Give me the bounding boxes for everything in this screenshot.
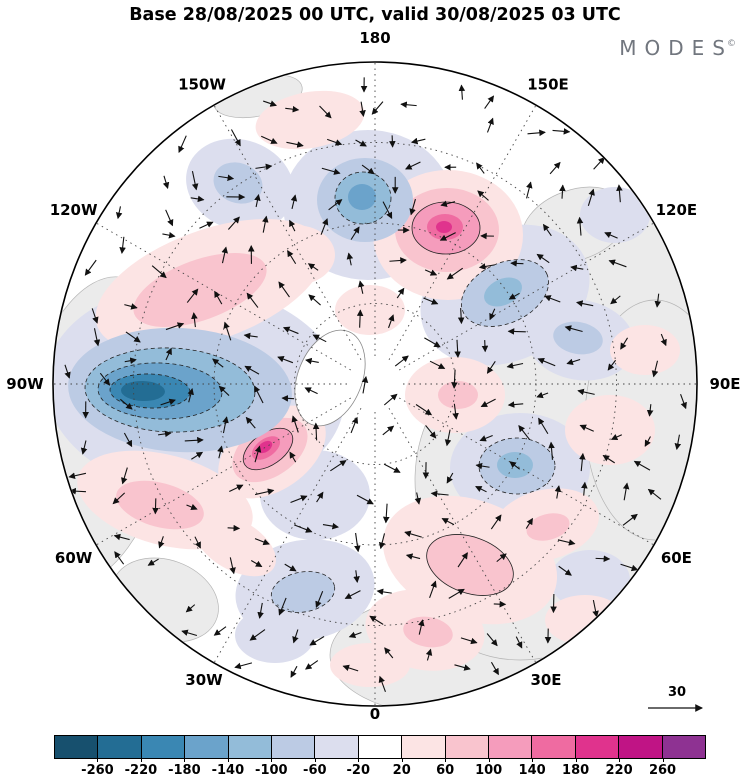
colorbar-tick <box>184 758 186 762</box>
colorbar-segment-0 <box>55 736 99 758</box>
colorbar-segment-1 <box>98 736 142 758</box>
chart-title: Base 28/08/2025 00 UTC, valid 30/08/2025… <box>129 5 621 25</box>
colorbar-tick <box>662 758 664 762</box>
colorbar-tick-label: 20 <box>392 763 411 778</box>
map-boundary <box>52 61 698 707</box>
colorbar-tick-label: 100 <box>475 763 503 778</box>
polar-map: 180 150E 120E 90E 60E 30E 0 30W 60W 90W 120W 150W 30 <box>6 29 740 723</box>
colorbar-tick <box>488 758 490 762</box>
modes-logo-text: MODES <box>619 36 733 60</box>
lon-label-120E: 120E <box>656 201 698 219</box>
colorbar-tick-label: -100 <box>255 763 288 778</box>
colorbar-tick-label: -20 <box>346 763 371 778</box>
greenland-outline <box>294 329 366 427</box>
colorbar-segment-9 <box>445 736 490 758</box>
colorbar-tick-label: -180 <box>168 763 201 778</box>
colorbar-tick <box>314 758 316 762</box>
colorbar-tick-label: 220 <box>605 763 633 778</box>
colorbar-tick-label: 140 <box>518 763 546 778</box>
colorbar-tick <box>575 758 577 762</box>
colorbar-segment-2 <box>141 736 186 758</box>
modes-logo: MODES© <box>619 36 736 60</box>
copyright-mark: © <box>727 39 736 49</box>
lon-label-180: 180 <box>359 29 390 47</box>
colorbar-segment-4 <box>228 736 273 758</box>
lon-label-60E: 60E <box>661 549 692 567</box>
lon-label-150E: 150E <box>527 75 569 93</box>
colorbar-tick-label: -260 <box>81 763 114 778</box>
colorbar-tick-label: -140 <box>211 763 245 778</box>
colorbar-segment-10 <box>489 736 533 758</box>
colorbar-segment-11 <box>532 736 576 758</box>
colorbar-tick-label: -60 <box>303 763 327 778</box>
colorbar-tick <box>532 758 534 762</box>
colorbar-segment-7 <box>358 736 403 758</box>
colorbar-tick <box>227 758 229 762</box>
colorbar-segment-14 <box>662 736 706 758</box>
lon-label-0: 0 <box>370 705 380 723</box>
colorbar-tick <box>445 758 447 762</box>
lon-label-150W: 150W <box>178 75 226 93</box>
colorbar-swatches <box>54 735 706 759</box>
colorbar-tick-label: -220 <box>124 763 158 778</box>
colorbar-tick-label: 60 <box>436 763 455 778</box>
colorbar-tick <box>401 758 403 762</box>
colorbar-segment-13 <box>619 736 663 758</box>
lon-label-30W: 30W <box>185 671 223 689</box>
colorbar: -260 -220 -180 -140 -100 -60 -20 20 60 100 140 180 2… <box>54 735 706 780</box>
field-layer <box>54 73 696 705</box>
colorbar-segment-12 <box>575 736 620 758</box>
wind-arrows <box>64 77 687 693</box>
colorbar-segment-5 <box>272 736 316 758</box>
lon-label-90E: 90E <box>709 375 740 393</box>
lon-label-60W: 60W <box>55 549 93 567</box>
colorbar-segment-3 <box>185 736 229 758</box>
colorbar-tick <box>619 758 621 762</box>
colorbar-tick-label: 260 <box>648 763 677 778</box>
colorbar-segment-6 <box>315 736 359 758</box>
reference-vector-label: 30 <box>668 685 686 700</box>
colorbar-labels: -260 -220 -180 -140 -100 -60 -20 20 60 100 140 180 2… <box>54 758 706 780</box>
reference-vector: 30 <box>648 685 704 712</box>
colorbar-segment-8 <box>402 736 446 758</box>
colorbar-tick <box>140 758 142 762</box>
colorbar-tick <box>271 758 273 762</box>
colorbar-tick <box>97 758 99 762</box>
lon-label-120W: 120W <box>50 201 98 219</box>
colorbar-tick-label: 180 <box>562 763 590 778</box>
colorbar-tick <box>358 758 360 762</box>
lon-label-30E: 30E <box>530 671 561 689</box>
lon-label-90W: 90W <box>6 375 44 393</box>
